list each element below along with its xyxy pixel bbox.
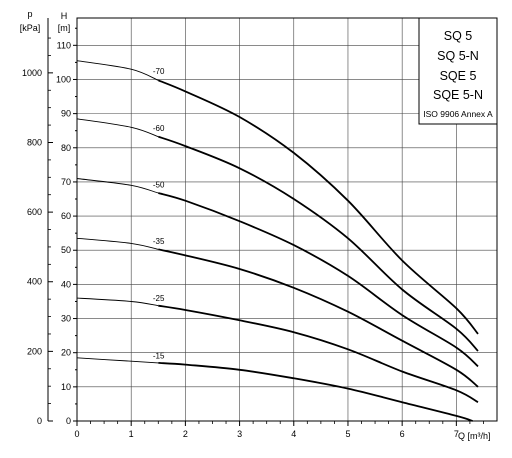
- legend-standard-note: ISO 9906 Annex A: [423, 109, 493, 119]
- curve-segment-start: [76, 178, 159, 194]
- flow-tick-label: 0: [74, 429, 79, 439]
- curve-series-label: -50: [153, 180, 165, 189]
- flow-axis-title: Q [m³/h]: [458, 431, 491, 441]
- curve-series-label: -60: [153, 124, 165, 133]
- pressure-axis-ticks: 0 200 400 600 800 1000: [22, 37, 53, 426]
- flow-tick-label: 7: [454, 429, 459, 439]
- performance-curves: [76, 60, 479, 422]
- head-tick-label: 10: [61, 382, 71, 392]
- legend-model-4: SQE 5-N: [433, 88, 483, 102]
- flow-tick-label: 4: [291, 429, 296, 439]
- plot-frame: [76, 17, 498, 422]
- flow-axis-ticks: 0 1 2 3 4 5 6 7: [74, 421, 484, 439]
- curve-series-line: [158, 192, 479, 368]
- head-tick-label: 40: [61, 279, 71, 289]
- head-tick-label: 80: [61, 143, 71, 153]
- curve-segment-start: [76, 357, 159, 364]
- curve-series-line: [158, 362, 473, 422]
- curve-series-label: -70: [153, 67, 165, 76]
- curve-segment-start: [76, 297, 159, 307]
- pressure-tick-label: 200: [27, 346, 42, 356]
- head-tick-label: 50: [61, 245, 71, 255]
- curve-series-line: [158, 304, 479, 403]
- head-tick-label: 30: [61, 314, 71, 324]
- pressure-axis-title-unit: [kPa]: [20, 23, 41, 33]
- head-tick-label: 20: [61, 348, 71, 358]
- flow-tick-label: 6: [400, 429, 405, 439]
- flow-tick-label: 2: [183, 429, 188, 439]
- curve-series-label: -35: [153, 237, 165, 246]
- head-tick-label: 90: [61, 109, 71, 119]
- head-axis-title-unit: [m]: [58, 23, 71, 33]
- pressure-tick-label: 400: [27, 277, 42, 287]
- head-axis-title-symbol: H: [61, 11, 68, 21]
- curve-segment-start: [76, 60, 159, 81]
- curve-labels: -70 -60 -50 -35 -25 -15: [153, 67, 165, 360]
- flow-tick-label: 3: [237, 429, 242, 439]
- flow-tick-label: 5: [345, 429, 350, 439]
- curve-segment-start: [76, 118, 159, 138]
- curve-segment-start: [76, 237, 159, 250]
- pressure-axis-title-symbol: p: [27, 9, 32, 19]
- head-tick-label: 110: [57, 40, 71, 50]
- curve-series-label: -25: [153, 294, 165, 303]
- head-tick-label: 100: [56, 74, 71, 84]
- curve-series-line: [157, 79, 479, 335]
- pressure-tick-label: 1000: [22, 68, 42, 78]
- head-tick-label: 60: [61, 211, 71, 221]
- legend-model-2: SQ 5-N: [437, 49, 479, 63]
- head-tick-label: 0: [66, 416, 71, 426]
- pressure-tick-label: 600: [27, 207, 42, 217]
- legend-model-1: SQ 5: [444, 29, 473, 43]
- model-legend: SQ 5 SQ 5-N SQE 5 SQE 5-N ISO 9906 Annex…: [418, 17, 498, 125]
- flow-tick-label: 1: [129, 429, 134, 439]
- pressure-tick-label: 0: [37, 416, 42, 426]
- pressure-tick-label: 800: [27, 137, 42, 147]
- legend-box: [418, 17, 498, 125]
- head-tick-label: 70: [61, 177, 71, 187]
- curve-series-label: -15: [153, 352, 165, 361]
- head-axis-ticks: 0 10 20 30 40 50 60 70 80 90 100 110: [56, 27, 77, 426]
- legend-model-3: SQE 5: [440, 69, 477, 83]
- curve-series-line: [158, 248, 479, 388]
- curve-series-line: [158, 135, 479, 352]
